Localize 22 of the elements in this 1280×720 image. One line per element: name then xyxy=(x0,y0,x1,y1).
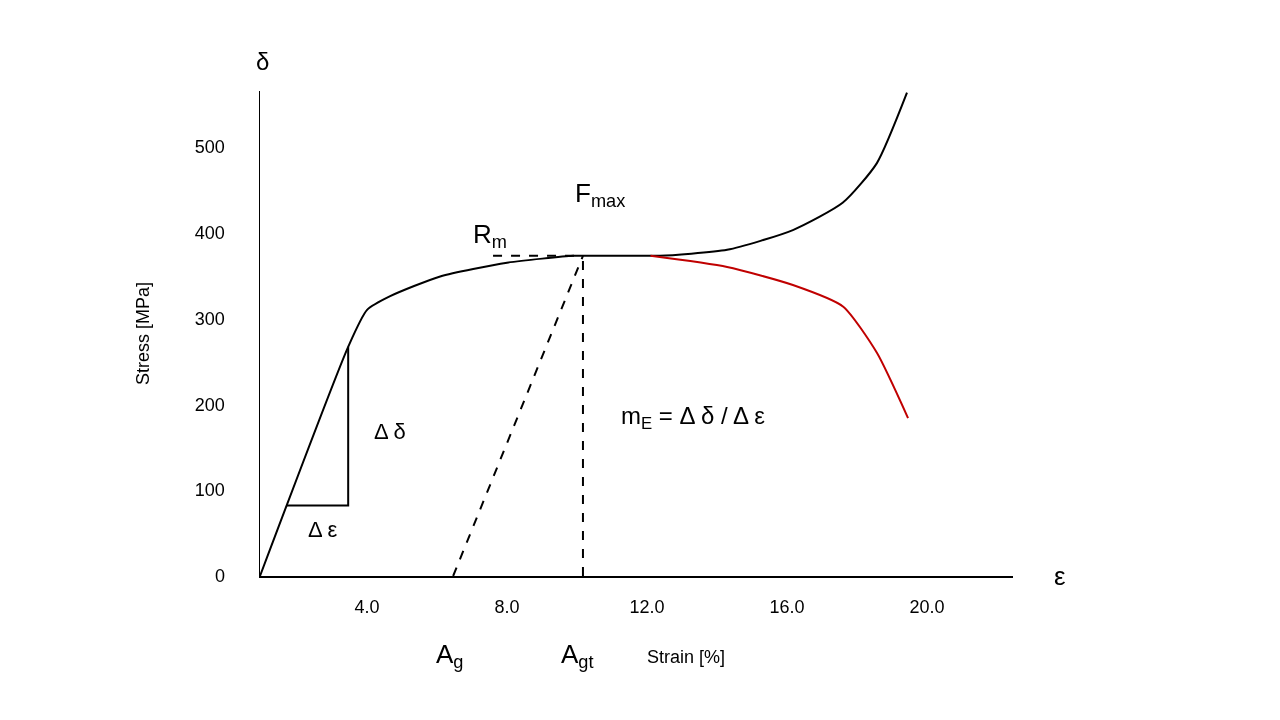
annotation: F$_{max}$ xyxy=(575,178,626,212)
annotation: m$_{E}$ = Δ δ / Δ ε xyxy=(621,402,766,434)
x-tick-label: 12.0 xyxy=(629,597,665,618)
x-axis-title: Strain [%] xyxy=(647,647,726,667)
y-tick-label: 300 xyxy=(194,308,225,329)
annotation: R$_{m}$ xyxy=(473,219,507,253)
x-tick-label: 4.0 xyxy=(354,597,380,618)
y-tick-label: 0 xyxy=(214,566,225,587)
x-tick-label: 20.0 xyxy=(909,597,945,618)
text: A$_{g}$ xyxy=(436,639,464,673)
y-tick-label: 500 xyxy=(194,137,225,158)
text: δ xyxy=(256,48,270,75)
text: A$_{gt}$ xyxy=(561,639,594,673)
y-tick-label: 200 xyxy=(194,394,225,415)
y-tick-label: 400 xyxy=(194,222,225,243)
annotation: Δ δ xyxy=(374,419,406,444)
text: ε xyxy=(1054,561,1066,591)
y-axis-title: Stress [MPa] xyxy=(133,281,154,386)
annotation: Δ ε xyxy=(308,517,338,542)
x-tick-label: 8.0 xyxy=(494,597,520,618)
y-tick-label: 100 xyxy=(194,480,225,501)
x-tick-label: 16.0 xyxy=(769,597,805,618)
